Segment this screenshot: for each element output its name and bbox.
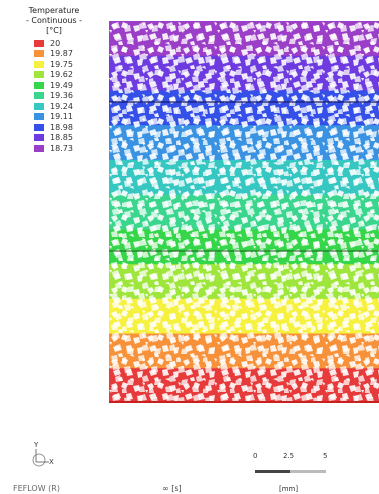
scale-bar-light (290, 470, 326, 473)
legend-label: 19.49 (50, 80, 73, 90)
temperature-plot[interactable] (109, 21, 379, 403)
legend-swatch (34, 81, 44, 89)
legend-swatch (34, 144, 44, 152)
legend-label: 18.98 (50, 122, 73, 132)
legend-item: 19.87 (34, 49, 102, 60)
legend-swatch (34, 134, 44, 142)
scale-tick-2: 5 (323, 452, 328, 460)
legend-item: 18.98 (34, 122, 102, 133)
legend-swatch (34, 60, 44, 68)
legend-label: 18.73 (50, 143, 73, 153)
legend-label: 20 (50, 38, 61, 48)
legend-label: 19.24 (50, 101, 73, 111)
legend-label: 19.75 (50, 59, 73, 69)
axis-orientation-widget: Y X (20, 440, 60, 470)
scale-tick-0: 0 (253, 452, 258, 460)
legend-item: 18.73 (34, 143, 102, 154)
legend-list: 20 19.87 19.75 19.62 19.49 19.36 19.24 19.11 18.… (6, 38, 102, 154)
simulation-time: ∞ [s] (162, 484, 182, 493)
app-brand: FEFLOW (R) (13, 484, 60, 493)
x-axis-label: X (49, 458, 54, 466)
legend-label: 19.11 (50, 112, 73, 122)
legend-swatch (34, 39, 44, 47)
legend-swatch (34, 102, 44, 110)
legend-swatch (34, 71, 44, 79)
scale-unit: [mm] (279, 485, 299, 493)
legend-item: 19.75 (34, 59, 102, 70)
legend-title-line-3: [°C] (46, 26, 62, 35)
legend-item: 20 (34, 38, 102, 49)
legend-item: 19.24 (34, 101, 102, 112)
legend-label: 18.85 (50, 133, 73, 143)
legend-swatch (34, 113, 44, 121)
legend-title-line-2: - Continuous - (25, 16, 83, 25)
legend-label: 19.36 (50, 91, 73, 101)
scale-bar: 0 2.5 5 [mm] (243, 452, 343, 493)
legend-swatch (34, 50, 44, 58)
legend-item: 19.36 (34, 91, 102, 102)
legend-item: 19.62 (34, 70, 102, 81)
temperature-legend: Temperature - Continuous - [°C] 20 19.87 1… (6, 6, 102, 154)
legend-item: 18.85 (34, 133, 102, 144)
scale-bar-dark (255, 470, 290, 473)
legend-item: 19.11 (34, 112, 102, 123)
legend-swatch (34, 92, 44, 100)
legend-label: 19.87 (50, 49, 73, 59)
y-axis-label: Y (33, 441, 39, 449)
legend-label: 19.62 (50, 70, 73, 80)
legend-swatch (34, 123, 44, 131)
legend-item: 19.49 (34, 80, 102, 91)
legend-title-line-1: Temperature (28, 6, 80, 15)
scale-tick-1: 2.5 (283, 452, 295, 460)
